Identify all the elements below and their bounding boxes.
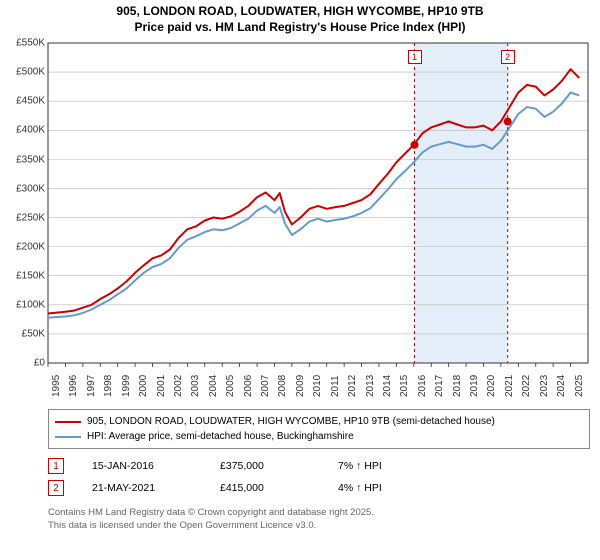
y-tick-label: £0 [34,358,45,369]
x-tick-label: 2002 [173,375,184,397]
sales-list: 1 15-JAN-2016 £375,000 7% ↑ HPI 2 21-MAY-2021… [48,455,590,499]
x-tick-label: 2014 [382,375,393,397]
price-chart [0,35,600,405]
x-tick-label: 2017 [434,375,445,397]
x-tick-label: 1996 [68,375,79,397]
x-tick-label: 2009 [295,375,306,397]
x-tick-label: 2011 [330,376,341,398]
marker-callout: 1 [408,50,422,64]
x-tick-label: 1997 [86,375,97,397]
x-tick-label: 2005 [225,375,236,397]
legend-label: HPI: Average price, semi-detached house,… [87,429,354,444]
chart-area: £0 £50K £100K £150K £200K £250K £300K £350K £400… [0,35,600,405]
title-line-1: 905, LONDON ROAD, LOUDWATER, HIGH WYCOMB… [0,4,600,20]
legend-swatch [55,436,81,438]
x-tick-label: 2013 [365,375,376,397]
y-tick-label: £150K [16,270,45,281]
x-tick-label: 2015 [399,375,410,397]
y-tick-label: £550K [16,38,45,49]
sale-marker-number: 1 [48,458,64,474]
sale-row: 1 15-JAN-2016 £375,000 7% ↑ HPI [48,455,590,477]
x-tick-label: 2023 [539,375,550,397]
sale-date: 21-MAY-2021 [92,482,192,494]
x-tick-label: 2003 [190,375,201,397]
x-tick-label: 2010 [312,375,323,397]
y-tick-label: £500K [16,67,45,78]
legend-swatch [55,421,81,423]
sale-delta: 4% ↑ HPI [338,482,382,494]
x-tick-label: 1998 [103,375,114,397]
footer: Contains HM Land Registry data © Crown c… [48,507,590,532]
y-tick-label: £400K [16,125,45,136]
chart-title: 905, LONDON ROAD, LOUDWATER, HIGH WYCOMB… [0,0,600,35]
x-tick-label: 2024 [556,375,567,397]
legend-label: 905, LONDON ROAD, LOUDWATER, HIGH WYCOMB… [87,414,495,429]
legend-item: 905, LONDON ROAD, LOUDWATER, HIGH WYCOMB… [55,414,583,429]
y-tick-label: £300K [16,183,45,194]
x-tick-label: 2006 [243,375,254,397]
x-tick-label: 2007 [260,375,271,397]
x-tick-label: 1999 [121,375,132,397]
x-tick-label: 1995 [51,375,62,397]
y-tick-label: £450K [16,96,45,107]
x-tick-label: 2001 [156,375,167,397]
x-tick-label: 2025 [574,375,585,397]
sale-price: £375,000 [220,460,310,472]
legend: 905, LONDON ROAD, LOUDWATER, HIGH WYCOMB… [48,409,590,449]
sale-price: £415,000 [220,482,310,494]
x-tick-label: 2018 [452,375,463,397]
sale-delta: 7% ↑ HPI [338,460,382,472]
x-tick-label: 2008 [277,375,288,397]
footer-line-2: This data is licensed under the Open Gov… [48,520,590,532]
y-tick-label: £250K [16,212,45,223]
legend-item: HPI: Average price, semi-detached house,… [55,429,583,444]
footer-line-1: Contains HM Land Registry data © Crown c… [48,507,590,519]
marker-callout: 2 [501,50,515,64]
sale-row: 2 21-MAY-2021 £415,000 4% ↑ HPI [48,477,590,499]
x-tick-label: 2020 [486,375,497,397]
x-tick-label: 2012 [347,375,358,397]
x-tick-label: 2000 [138,375,149,397]
x-tick-label: 2004 [208,375,219,397]
x-tick-label: 2019 [469,375,480,397]
x-tick-label: 2016 [417,375,428,397]
y-tick-label: £50K [22,329,45,340]
x-tick-label: 2021 [504,375,515,397]
sale-date: 15-JAN-2016 [92,460,192,472]
y-tick-label: £100K [16,300,45,311]
y-tick-label: £350K [16,154,45,165]
title-line-2: Price paid vs. HM Land Registry's House … [0,20,600,36]
sale-marker-number: 2 [48,480,64,496]
x-tick-label: 2022 [521,375,532,397]
y-tick-label: £200K [16,241,45,252]
